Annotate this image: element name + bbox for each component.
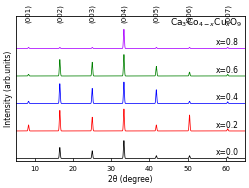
- Text: (003): (003): [89, 4, 95, 23]
- Text: (005): (005): [153, 4, 160, 23]
- Text: x=0.0: x=0.0: [216, 148, 239, 157]
- Text: x=0.2: x=0.2: [216, 121, 239, 130]
- Text: (001): (001): [25, 4, 32, 23]
- X-axis label: 2θ (degree): 2θ (degree): [108, 175, 153, 184]
- Y-axis label: Intensity (arb.units): Intensity (arb.units): [4, 50, 13, 127]
- Text: x=0.8: x=0.8: [216, 38, 239, 47]
- Text: x=0.4: x=0.4: [216, 93, 239, 102]
- Text: (002): (002): [57, 4, 63, 23]
- Text: (007): (007): [224, 4, 231, 23]
- Text: Ca$_3$Co$_{4-x}$Cu$_x$O$_9$: Ca$_3$Co$_{4-x}$Cu$_x$O$_9$: [170, 17, 243, 29]
- Text: (004): (004): [121, 4, 127, 23]
- Text: x=0.6: x=0.6: [216, 66, 239, 75]
- Text: (006): (006): [186, 4, 193, 23]
